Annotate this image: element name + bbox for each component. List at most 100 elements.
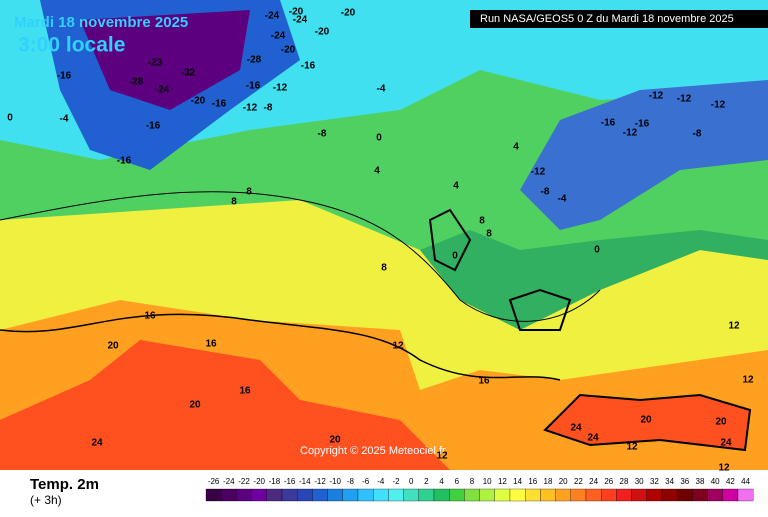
contour-label: 12 (436, 451, 448, 462)
hot-zone (543, 393, 752, 452)
legend-swatch (646, 488, 663, 502)
contour-label: -12 (623, 128, 638, 139)
legend-swatch (555, 488, 571, 502)
contour-label: 12 (728, 321, 740, 332)
contour-label: -28 (129, 77, 144, 88)
legend-label: 24 (589, 477, 598, 486)
contour-label: -20 (191, 96, 206, 107)
run-info: Run NASA/GEOS5 0 Z du Mardi 18 novembre … (480, 13, 734, 25)
legend-label: -2 (392, 477, 400, 486)
contour-label: 12 (718, 463, 730, 474)
legend-swatch (312, 488, 328, 502)
legend-swatch (464, 488, 480, 502)
contour-label: -4 (60, 114, 69, 125)
legend-swatch (418, 488, 435, 502)
mild-zone (420, 230, 768, 330)
contour-label: -24 (155, 85, 170, 96)
contour-label: -28 (247, 55, 262, 66)
legend-label: 16 (528, 477, 537, 486)
legend-label: -20 (253, 477, 265, 486)
legend-swatch (266, 488, 283, 502)
legend-swatch (479, 488, 495, 502)
contour-label: -16 (301, 61, 316, 72)
legend-label: 14 (513, 477, 522, 486)
legend-label: -16 (284, 477, 296, 486)
legend-swatch (388, 488, 404, 502)
contour-label: -8 (541, 187, 550, 198)
contour-label: -8 (693, 129, 702, 140)
legend-swatch (525, 488, 541, 502)
legend-swatch (631, 488, 647, 502)
legend-label: 44 (741, 477, 750, 486)
legend-label: -26 (208, 477, 220, 486)
map (0, 0, 768, 470)
contour-label: 12 (392, 341, 404, 352)
contour-label: -16 (146, 121, 161, 132)
legend-label: 20 (559, 477, 568, 486)
hot-zone (0, 340, 450, 470)
contour-label: -4 (558, 194, 567, 205)
contour-label: 12 (626, 442, 638, 453)
color-legend: -26 -24 -22 -20 -18 -16 -14 -12 -10 -8 -6 -4 -2 0 2 4 6 8… (205, 477, 754, 502)
legend-label: 6 (455, 477, 460, 486)
legend-swatch (449, 488, 465, 502)
contour-label: 24 (587, 433, 599, 444)
contour-label: 16 (205, 339, 217, 350)
contour-label: -24 (271, 31, 286, 42)
contour-label: -20 (281, 45, 296, 56)
legend-swatch (251, 488, 267, 502)
coastline (428, 208, 572, 331)
contour-label: -32 (181, 68, 196, 79)
legend-label: -22 (238, 477, 250, 486)
contour-label: -12 (677, 94, 692, 105)
contour-label: 8 (479, 216, 485, 227)
legend-label: -18 (269, 477, 281, 486)
contour-label: 16 (144, 311, 156, 322)
contour-label: 20 (715, 417, 727, 428)
contour-label: 4 (453, 181, 459, 192)
contour-label: 8 (231, 197, 237, 208)
contour-label: 0 (7, 113, 13, 124)
date-title: Mardi 18 novembre 2025 (14, 14, 188, 31)
legend-label: 26 (604, 477, 613, 486)
legend-swatch (616, 488, 632, 502)
legend-swatch (373, 488, 389, 502)
legend-swatch (570, 488, 587, 502)
legend-swatch (601, 488, 617, 502)
contour-label: -12 (711, 100, 726, 111)
contour-label: 16 (478, 376, 490, 387)
contour-label: -23 (148, 58, 163, 69)
legend-label: -12 (314, 477, 326, 486)
legend-label: 40 (711, 477, 720, 486)
frigid-zone (80, 10, 250, 110)
copyright: Copyright © 2025 Meteociel.fr (300, 445, 446, 457)
contour-label: -16 (635, 119, 650, 130)
contour-label: -12 (531, 167, 546, 178)
legend-swatch (403, 488, 419, 502)
legend-swatch (737, 488, 754, 502)
contour-label: 8 (246, 187, 252, 198)
legend-label: 4 (439, 477, 444, 486)
legend-label: -14 (299, 477, 311, 486)
contour-label: -24 (293, 15, 308, 26)
contour-label: -8 (264, 103, 273, 114)
legend-swatch (205, 488, 222, 502)
map-labels: -24 -20-24-20-20-24-20-32-28-28-23-24-16-… (7, 7, 754, 474)
contour-label: 20 (640, 415, 652, 426)
legend-swatch (707, 488, 723, 502)
legend-swatch (722, 488, 739, 502)
contour-label: 20 (107, 341, 119, 352)
contour-label: -16 (57, 71, 72, 82)
legend-label: -8 (347, 477, 355, 486)
contour-label: 16 (239, 386, 251, 397)
contour-label: -16 (212, 99, 227, 110)
time-title: 3:00 locale (18, 34, 125, 57)
run-box (470, 10, 768, 28)
contour-label: 8 (381, 263, 387, 274)
legend-label: 2 (424, 477, 429, 486)
legend-swatch (509, 488, 526, 502)
legend-swatch (692, 488, 708, 502)
cold-zone (520, 80, 768, 230)
contour-label: 0 (452, 251, 458, 262)
